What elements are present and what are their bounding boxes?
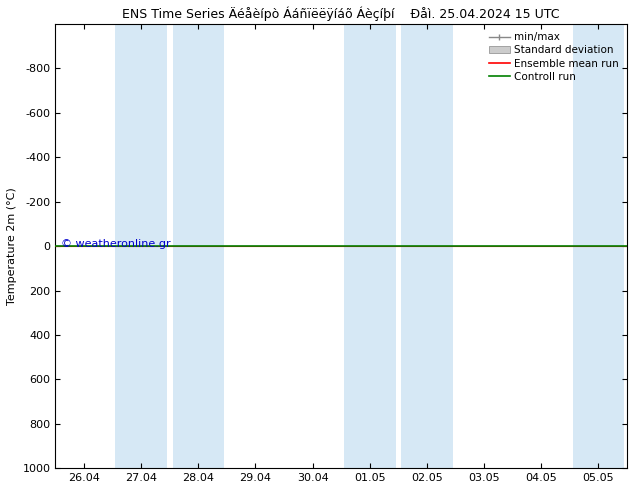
Bar xyxy=(115,24,167,468)
Legend: min/max, Standard deviation, Ensemble mean run, Controll run: min/max, Standard deviation, Ensemble me… xyxy=(486,29,622,85)
Title: ENS Time Series Äéåèípò Ááñïëëÿíáõ Áèçíþí    Đåì. 25.04.2024 15 UTC: ENS Time Series Äéåèípò Ááñïëëÿíáõ Áèçíþ… xyxy=(122,7,560,22)
Bar xyxy=(172,24,224,468)
Bar xyxy=(344,24,396,468)
Bar xyxy=(573,24,624,468)
Bar xyxy=(401,24,453,468)
Text: © weatheronline.gr: © weatheronline.gr xyxy=(61,239,171,249)
Y-axis label: Temperature 2m (°C): Temperature 2m (°C) xyxy=(7,187,17,305)
